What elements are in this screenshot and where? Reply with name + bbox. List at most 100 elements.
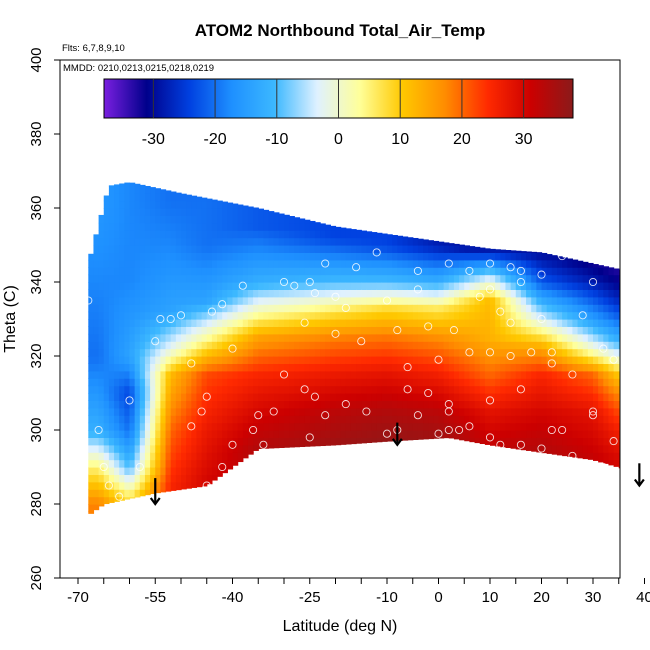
field-cell bbox=[227, 333, 234, 342]
field-cell bbox=[108, 437, 115, 446]
field-cell bbox=[242, 230, 249, 239]
field-cell bbox=[108, 259, 115, 268]
field-cell bbox=[139, 348, 146, 357]
field-cell bbox=[479, 348, 486, 357]
field-cell bbox=[345, 326, 352, 335]
field-cell bbox=[268, 400, 275, 409]
field-cell bbox=[556, 363, 563, 372]
field-cell bbox=[139, 326, 146, 335]
field-cell bbox=[144, 215, 151, 224]
field-cell bbox=[227, 202, 234, 209]
field-cell bbox=[98, 467, 105, 475]
field-cell bbox=[618, 269, 620, 276]
field-cell bbox=[618, 348, 620, 357]
field-cell bbox=[155, 237, 161, 246]
field-cell bbox=[88, 304, 95, 313]
field-cell bbox=[139, 274, 146, 283]
observation-point bbox=[588, 411, 598, 420]
colorbar-ticks: -30 -20 -10 0 10 20 30 bbox=[142, 79, 533, 148]
field-cell bbox=[526, 267, 532, 276]
field-cell bbox=[582, 370, 589, 379]
field-cell bbox=[479, 422, 486, 431]
field-cell bbox=[433, 274, 440, 283]
field-cell bbox=[119, 422, 125, 431]
field-cell bbox=[340, 304, 347, 313]
field-cell bbox=[624, 271, 630, 275]
field-cell bbox=[587, 415, 594, 424]
field-cell bbox=[88, 393, 95, 401]
field-cell bbox=[397, 304, 404, 313]
observation-point bbox=[485, 396, 495, 405]
field-cell bbox=[469, 296, 476, 305]
field-cell bbox=[129, 326, 136, 335]
field-cell bbox=[520, 296, 527, 305]
field-cell bbox=[299, 370, 306, 379]
field-cell bbox=[484, 289, 491, 298]
colorbar-tick-label: 10 bbox=[391, 131, 409, 148]
field-cell bbox=[227, 296, 234, 305]
field-cell bbox=[129, 422, 136, 431]
field-cell bbox=[629, 452, 635, 460]
field-cell bbox=[258, 333, 264, 342]
field-cell bbox=[572, 363, 579, 372]
field-cell bbox=[551, 444, 558, 453]
field-cell bbox=[562, 341, 568, 350]
field-cell bbox=[304, 319, 311, 327]
field-cell bbox=[144, 489, 151, 496]
field-cell bbox=[175, 481, 182, 490]
field-cell bbox=[289, 393, 295, 401]
field-cell bbox=[459, 378, 465, 387]
field-cell bbox=[510, 393, 517, 401]
field-cell bbox=[124, 393, 131, 401]
field-cell bbox=[93, 385, 100, 394]
field-cell bbox=[191, 267, 198, 276]
field-cell bbox=[165, 407, 172, 416]
field-cell bbox=[181, 437, 187, 446]
field-cell bbox=[170, 393, 177, 401]
field-cell bbox=[618, 430, 620, 438]
field-cell bbox=[428, 240, 434, 246]
field-cell bbox=[500, 259, 507, 268]
field-cell bbox=[443, 274, 450, 283]
field-cell bbox=[330, 333, 337, 342]
field-cell bbox=[546, 385, 553, 394]
field-cell bbox=[139, 393, 146, 401]
field-cell bbox=[618, 370, 620, 379]
field-cell bbox=[381, 304, 388, 313]
field-cell bbox=[129, 200, 136, 209]
field-cell bbox=[253, 319, 259, 327]
field-cell bbox=[634, 349, 640, 357]
field-cell bbox=[448, 304, 455, 313]
observation-point bbox=[331, 329, 340, 338]
field-cell bbox=[304, 259, 311, 268]
observation-point bbox=[94, 425, 103, 435]
field-cell bbox=[350, 356, 357, 364]
field-cell bbox=[247, 304, 254, 313]
field-cell bbox=[582, 430, 589, 438]
field-cell bbox=[356, 282, 362, 290]
field-cell bbox=[645, 356, 650, 364]
field-cell bbox=[175, 200, 182, 209]
field-cell bbox=[495, 422, 501, 431]
field-cell bbox=[284, 356, 290, 364]
field-cell bbox=[181, 319, 187, 327]
field-cell bbox=[345, 228, 352, 231]
field-cell bbox=[515, 363, 522, 372]
field-cell bbox=[325, 274, 331, 283]
field-cell bbox=[371, 267, 378, 276]
field-cell bbox=[253, 208, 259, 216]
field-cell bbox=[103, 356, 110, 364]
field-cell bbox=[314, 259, 321, 268]
field-cell bbox=[160, 415, 167, 424]
field-cell bbox=[103, 496, 110, 505]
field-cell bbox=[469, 333, 476, 342]
field-cell bbox=[335, 267, 342, 276]
observation-point bbox=[197, 407, 206, 416]
field-cell bbox=[613, 459, 620, 467]
field-cell bbox=[340, 370, 347, 379]
field-cell bbox=[376, 348, 383, 357]
field-cell bbox=[211, 474, 218, 481]
field-cell bbox=[536, 311, 543, 320]
field-cell bbox=[247, 245, 254, 253]
field-cell bbox=[639, 371, 645, 379]
